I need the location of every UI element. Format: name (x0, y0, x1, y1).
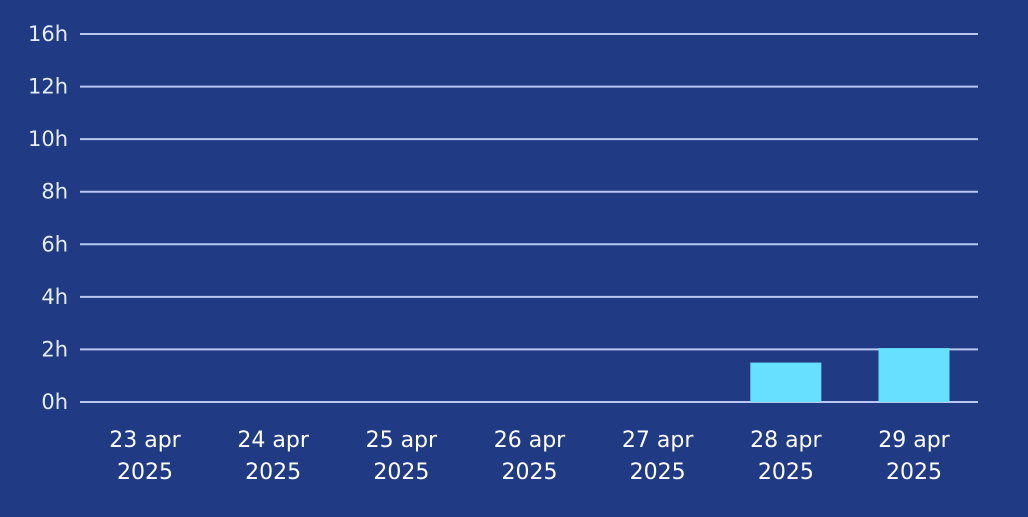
y-tick-label: 2h (41, 337, 68, 361)
y-tick-label: 16h (28, 22, 68, 46)
x-tick-label: 25 apr (366, 428, 438, 453)
x-tick-label: 2025 (245, 460, 301, 485)
x-tick-label: 2025 (630, 460, 686, 485)
y-tick-label: 4h (41, 285, 68, 309)
y-tick-label: 8h (41, 180, 68, 204)
y-tick-label: 10h (28, 127, 68, 151)
y-tick-label: 6h (41, 232, 68, 256)
y-tick-label: 12h (28, 75, 68, 99)
x-tick-label: 29 apr (878, 428, 950, 453)
y-axis: 0h 2h 4h 6h 8h 10h 12h 16h (28, 22, 68, 414)
x-tick-label: 27 apr (622, 428, 694, 453)
x-tick-label: 2025 (373, 460, 429, 485)
x-tick-label: 2025 (758, 460, 814, 485)
bar[interactable] (878, 348, 950, 402)
x-tick-label: 2025 (117, 460, 173, 485)
gridlines (80, 33, 978, 403)
x-tick-label: 24 apr (237, 428, 309, 453)
bar[interactable] (750, 362, 822, 402)
x-tick-label: 23 apr (109, 428, 181, 453)
bars (750, 348, 950, 402)
x-tick-label: 2025 (886, 460, 942, 485)
x-axis: 23 apr 2025 24 apr 2025 25 apr 2025 26 apr 2025… (109, 428, 950, 485)
y-tick-label: 0h (41, 390, 68, 414)
x-tick-label: 28 apr (750, 428, 822, 453)
x-tick-label: 2025 (502, 460, 558, 485)
x-tick-label: 26 apr (494, 428, 566, 453)
